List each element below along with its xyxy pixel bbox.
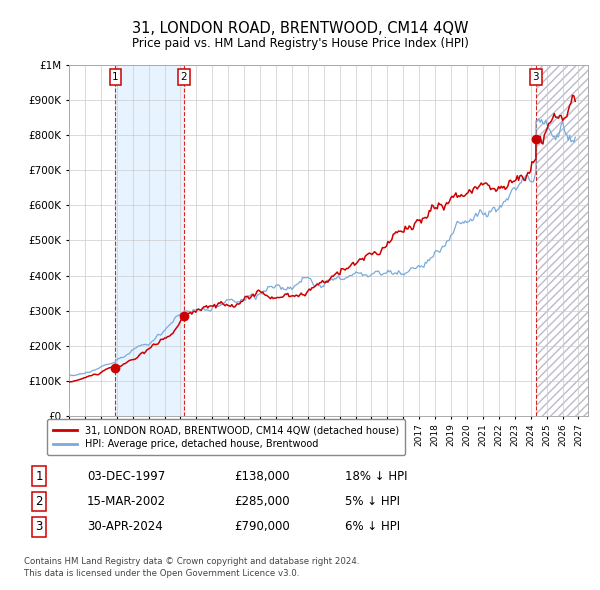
Text: £285,000: £285,000 [234, 495, 290, 508]
Text: 5% ↓ HPI: 5% ↓ HPI [345, 495, 400, 508]
Text: 2: 2 [35, 495, 43, 508]
Text: 15-MAR-2002: 15-MAR-2002 [87, 495, 166, 508]
Text: 3: 3 [533, 72, 539, 82]
Text: Contains HM Land Registry data © Crown copyright and database right 2024.
This d: Contains HM Land Registry data © Crown c… [24, 557, 359, 578]
Text: 03-DEC-1997: 03-DEC-1997 [87, 470, 165, 483]
Text: £138,000: £138,000 [234, 470, 290, 483]
Text: 31, LONDON ROAD, BRENTWOOD, CM14 4QW: 31, LONDON ROAD, BRENTWOOD, CM14 4QW [132, 21, 468, 35]
Text: £790,000: £790,000 [234, 520, 290, 533]
Text: 3: 3 [35, 520, 43, 533]
Text: 30-APR-2024: 30-APR-2024 [87, 520, 163, 533]
Text: 1: 1 [35, 470, 43, 483]
Text: 2: 2 [181, 72, 187, 82]
Bar [115, 65, 184, 416]
Text: 6% ↓ HPI: 6% ↓ HPI [345, 520, 400, 533]
Bar [536, 65, 588, 416]
Legend: 31, LONDON ROAD, BRENTWOOD, CM14 4QW (detached house), HPI: Average price, detac: 31, LONDON ROAD, BRENTWOOD, CM14 4QW (de… [47, 419, 405, 455]
Text: 1: 1 [112, 72, 119, 82]
Text: Price paid vs. HM Land Registry's House Price Index (HPI): Price paid vs. HM Land Registry's House … [131, 37, 469, 50]
Text: 18% ↓ HPI: 18% ↓ HPI [345, 470, 407, 483]
